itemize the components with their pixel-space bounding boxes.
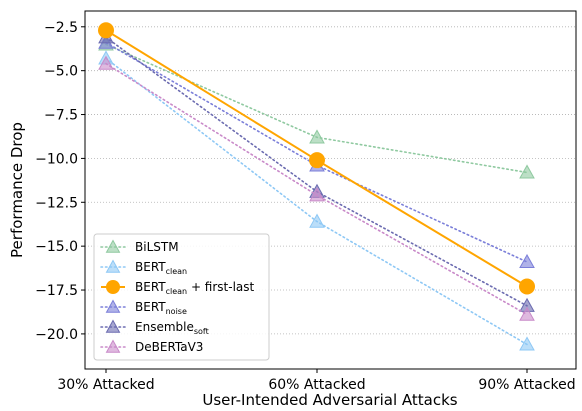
data-point [519, 278, 535, 295]
x-axis-title: User-Intended Adversarial Attacks [202, 391, 457, 409]
legend-item-bert_clean: BERTclean [100, 259, 187, 276]
data-point [519, 164, 535, 179]
series-layer [98, 22, 535, 351]
plot-frame [84, 10, 577, 370]
data-point [98, 55, 114, 70]
series-deberta [98, 55, 535, 321]
legend: BiLSTM BERTclean BERTclean + first-last BER… [93, 233, 270, 361]
data-point [309, 213, 325, 228]
legend-label: BERTclean + first-last [135, 280, 255, 296]
x-tick-label: 30% Attacked [57, 377, 154, 393]
legend-item-bert_clean_fl: BERTclean + first-last [101, 280, 255, 296]
legend-marker [105, 339, 121, 353]
legend-marker [105, 259, 121, 273]
data-point [309, 129, 325, 144]
x-tick-label: 60% Attacked [268, 377, 365, 393]
y-tick-label: −10.0 [35, 151, 78, 167]
legend-label: Ensemblesoft [135, 320, 209, 336]
y-axis: −2.5 −5.0 −7.5 −10.0 −12.5 −15.0 −17.5 −20.0 [35, 20, 85, 343]
legend-item-ensemble_soft: Ensemblesoft [100, 319, 209, 336]
data-point [519, 336, 535, 351]
legend-marker [105, 319, 121, 333]
legend-label: DeBERTaV3 [135, 340, 203, 354]
y-tick-label: −12.5 [35, 195, 78, 211]
data-point [519, 306, 535, 321]
data-point [309, 152, 325, 169]
legend-label: BERTclean [135, 260, 187, 276]
y-tick-label: −7.5 [44, 108, 78, 124]
series-bert_clean_fl [98, 22, 535, 295]
y-tick-label: −20.0 [35, 327, 78, 343]
y-axis-title: Performance Drop [8, 122, 26, 258]
legend-label: BERTnoise [135, 300, 187, 316]
data-point [98, 22, 114, 39]
legend-box [93, 233, 270, 361]
legend-item-deberta: DeBERTaV3 [100, 339, 203, 354]
legend-marker [106, 280, 120, 294]
data-point [309, 187, 325, 202]
legend-label: BiLSTM [135, 240, 179, 254]
y-tick-label: −17.5 [35, 283, 78, 299]
y-tick-label: −5.0 [44, 64, 78, 80]
legend-item-bilstm: BiLSTM [100, 239, 179, 254]
data-point [519, 253, 535, 269]
legend-item-bert_noise: BERTnoise [100, 299, 187, 316]
legend-marker [105, 239, 121, 253]
y-tick-label: −15.0 [35, 239, 78, 255]
legend-marker [105, 299, 121, 313]
x-axis: 30% Attacked 60% Attacked 90% Attacked [57, 369, 576, 393]
y-tick-label: −2.5 [44, 20, 78, 36]
x-tick-label: 90% Attacked [478, 377, 575, 393]
